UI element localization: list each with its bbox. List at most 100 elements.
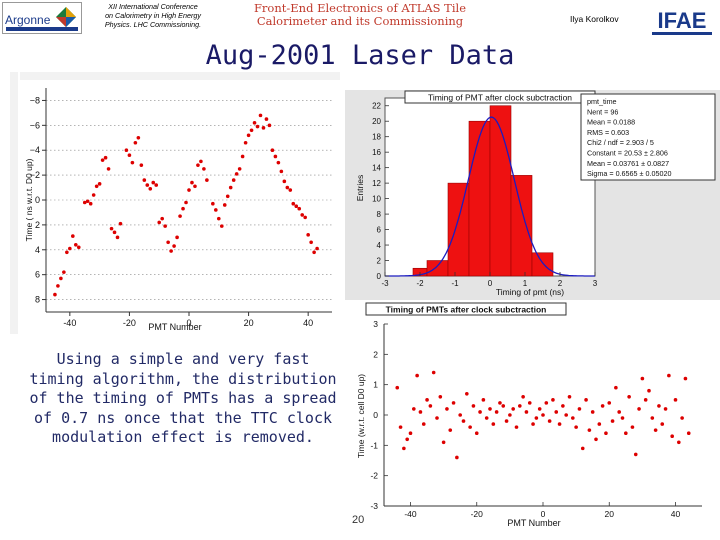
chart1-point	[68, 246, 72, 251]
chart1-point	[71, 234, 75, 238]
slide-body-text: Using a simple and very fast timing algo…	[29, 350, 337, 446]
stats-box-line: Mean = 0.0188	[587, 118, 635, 127]
chart3-point	[574, 425, 578, 429]
chart3-point	[590, 410, 595, 414]
chart3-point	[501, 404, 506, 408]
ifae-logo: IFAE	[648, 4, 716, 38]
chart1-point	[225, 194, 230, 199]
conference-line: Physics. LHC Commissioning.	[104, 20, 202, 29]
chart3-point	[561, 404, 565, 408]
chart1-point	[291, 201, 296, 206]
chart3-point	[680, 416, 684, 420]
chart1-ylabel: Time ( ns w.r.t. D0 up)	[24, 158, 34, 241]
chart1-point	[97, 182, 102, 186]
chart1-point	[294, 204, 299, 209]
chart3-point	[643, 398, 648, 402]
chart1-xtick-label: 0	[186, 318, 191, 328]
chart2-ytick-label: 22	[372, 102, 381, 111]
chart1-point	[142, 178, 147, 182]
chart1-point	[234, 172, 239, 176]
chart1-point	[73, 243, 78, 247]
chart3-title: Timing of PMTs after clock subctraction	[386, 305, 547, 315]
chart1-point	[258, 113, 263, 118]
chart3-point	[478, 410, 482, 414]
chart1-point	[145, 183, 150, 187]
chart2-xtick-label: -2	[416, 279, 424, 288]
chart3-point	[521, 395, 525, 399]
conference-line: XII International Conference	[108, 2, 198, 11]
chart1-point	[309, 240, 313, 245]
chart2-xtick-label: -1	[451, 279, 459, 288]
chart1-point	[184, 200, 188, 205]
chart2-ytick-label: 0	[377, 272, 382, 281]
chart3-point	[431, 370, 436, 375]
chart1-point	[240, 154, 245, 159]
chart3-point	[468, 425, 472, 429]
chart1-point	[300, 213, 305, 217]
chart1-point	[288, 188, 293, 192]
chart1-point	[56, 284, 60, 288]
chart3-xtick-label: 20	[605, 509, 615, 519]
histogram-bar	[510, 175, 533, 277]
chart1-point	[303, 215, 307, 220]
chart1-point	[199, 159, 203, 164]
chart2-ytick-label: 2	[377, 257, 382, 266]
chart1-xtick-label: -40	[63, 318, 76, 328]
chart2-ytick-label: 8	[377, 210, 382, 219]
chart3-point	[441, 440, 446, 445]
chart2-ytick-label: 10	[372, 195, 381, 204]
argonne-underline	[6, 27, 78, 31]
slide-title: Aug-2001 Laser Data	[205, 40, 515, 71]
stats-box-line: Mean = 0.03761 ± 0.0827	[587, 159, 669, 168]
chart3-point	[461, 419, 466, 423]
chart3-point	[425, 398, 429, 402]
chart1-point	[154, 183, 159, 187]
chart1-point	[237, 167, 242, 171]
chart1-point	[169, 249, 173, 253]
chart3-ytick-label: -2	[370, 471, 378, 481]
chart1-ytick-label: −2	[30, 170, 40, 180]
chart3-point	[683, 376, 688, 381]
stats-box-line: Sigma = 0.6565 ± 0.05020	[587, 169, 671, 178]
chart2-ytick-label: 12	[372, 179, 381, 188]
chart1-point	[211, 201, 215, 206]
chart1-ytick-label: −4	[30, 145, 40, 155]
chart1-point	[172, 244, 176, 248]
histogram-bar	[468, 120, 491, 277]
chart3-point	[580, 446, 585, 451]
chart2-xtick-label: 3	[593, 279, 598, 288]
chart1-ytick-label: −6	[30, 120, 40, 130]
chart1-point	[306, 233, 310, 237]
chart3-point	[465, 391, 469, 396]
chart3-point	[494, 410, 499, 414]
chart1-point	[205, 178, 209, 182]
chart3-point	[663, 407, 668, 411]
chart3-point	[617, 410, 621, 414]
chart1-point	[282, 179, 287, 184]
chart1-point	[136, 135, 141, 140]
chart1-point	[187, 188, 191, 192]
chart1-point	[261, 126, 266, 130]
chart3-point	[395, 385, 400, 390]
chart3-point	[455, 455, 459, 460]
chart3-point	[607, 401, 612, 405]
talk-title-line: Front-End Electronics of ATLAS Tile	[253, 1, 467, 15]
chart1-point	[276, 160, 281, 165]
chart3-point	[527, 401, 532, 405]
stats-box-line: RMS = 0.603	[587, 128, 629, 137]
chart1-point	[53, 292, 57, 297]
chart1-point	[109, 226, 114, 231]
chart3-point	[451, 401, 456, 405]
chart1-point	[166, 240, 170, 245]
chart3-point	[514, 425, 519, 429]
chart3-xtick-label: 40	[671, 509, 681, 519]
chart2-ytick-label: 18	[372, 133, 381, 142]
chart3-point	[474, 431, 479, 435]
chart3-point	[670, 434, 674, 439]
chart1-point	[65, 250, 69, 255]
chart1-point	[163, 224, 167, 228]
chart3-point	[571, 416, 575, 420]
chart3-point	[577, 407, 582, 411]
chart3-point	[667, 373, 671, 378]
